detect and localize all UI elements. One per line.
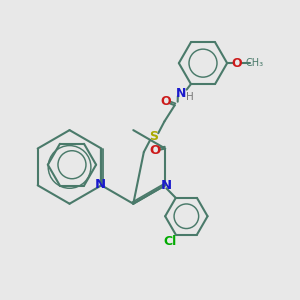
Text: O: O [160, 95, 171, 108]
Text: N: N [176, 87, 187, 100]
Text: N: N [94, 178, 106, 191]
Text: H: H [186, 92, 194, 102]
Text: O: O [232, 57, 242, 70]
Text: S: S [150, 130, 159, 143]
Text: N: N [161, 179, 172, 192]
Text: O: O [149, 144, 160, 158]
Text: Cl: Cl [164, 235, 177, 248]
Text: CH₃: CH₃ [245, 58, 263, 68]
